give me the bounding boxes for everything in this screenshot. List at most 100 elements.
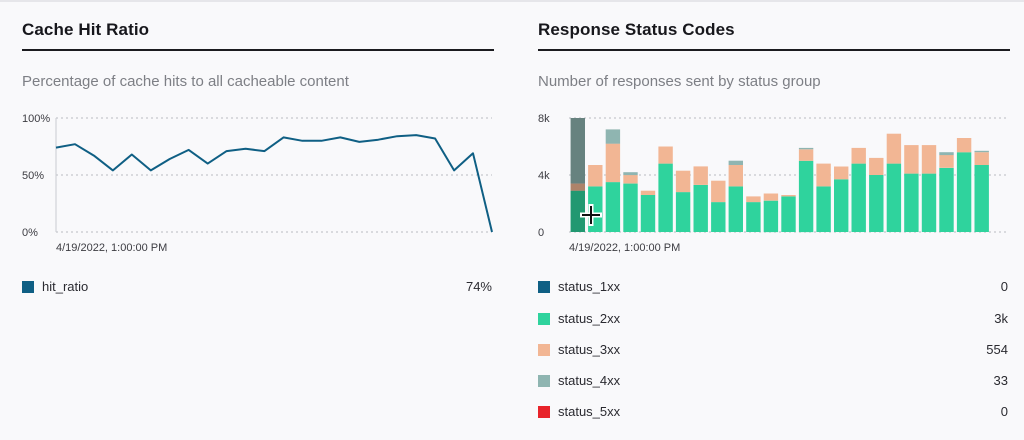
x-start-label: 4/19/2022, 1:00:00 PM (569, 242, 680, 254)
bar-segment-status_2xx (869, 175, 884, 232)
legend-item-status-4xx[interactable]: status_4xx 33 (538, 372, 1010, 392)
bar-segment-status_3xx (675, 170, 691, 193)
bar-segment-status_4xx (570, 118, 585, 184)
legend-swatch (538, 281, 550, 293)
bar-segment-status_2xx (763, 200, 779, 233)
panel-title: Cache Hit Ratio (22, 20, 150, 39)
y-tick-label: 0% (22, 227, 38, 239)
legend-swatch (538, 375, 550, 387)
bar-segment-status_2xx (675, 192, 691, 232)
legend-label: status_1xx (558, 279, 621, 294)
bar-segment-status_3xx (798, 149, 814, 161)
bar-segment-status_3xx (711, 180, 726, 203)
bar-segment-status_3xx (886, 133, 902, 164)
bar-segment-status_3xx (623, 175, 638, 184)
legend-item-status-1xx[interactable]: status_1xx 0 (538, 278, 1010, 298)
legend-value: 0 (1000, 279, 1008, 294)
response-status-codes-panel: Response Status Codes Number of response… (538, 0, 1010, 440)
top-divider (0, 0, 1024, 2)
legend-item-status-5xx[interactable]: status_5xx 0 (538, 403, 1010, 423)
bar-segment-status_2xx (886, 163, 902, 232)
bar-segment-status_3xx (816, 163, 831, 187)
panel-subtitle: Number of responses sent by status group (538, 73, 821, 90)
bar-segment-status_3xx (921, 145, 937, 174)
bar-segment-status_2xx (781, 196, 796, 232)
bar-segment-status_2xx (605, 182, 621, 232)
bar-segment-status_2xx (956, 152, 972, 232)
bar-segment-status_3xx (869, 157, 884, 175)
cache-hit-ratio-chart[interactable]: 100% 50% 0% 4/19/2022, 1:00:00 PM (22, 104, 494, 264)
hover-highlight (570, 118, 585, 232)
panel-subtitle: Percentage of cache hits to all cacheabl… (22, 73, 349, 90)
legend-swatch (538, 406, 550, 418)
legend-value: 554 (986, 342, 1008, 357)
bar-segment-status_2xx (939, 167, 954, 232)
bar-segment-status_2xx (658, 163, 673, 232)
bar-segment-status_2xx (798, 160, 814, 233)
legend-item-status-3xx[interactable]: status_3xx 554 (538, 341, 1010, 361)
bar-segment-status_3xx (693, 166, 708, 185)
y-tick-label: 8k (538, 113, 550, 125)
bar-segment-status_3xx (728, 165, 743, 187)
bar-segment-status_3xx (640, 190, 656, 195)
bar-segment-status_3xx (763, 193, 779, 201)
bar-segment-status_3xx (570, 183, 585, 191)
panel-title: Response Status Codes (538, 20, 735, 39)
bar-segment-status_4xx (974, 150, 989, 153)
bar-segment-status_3xx (658, 146, 673, 164)
bar-segment-status_3xx (956, 138, 972, 153)
bar-segment-status_3xx (834, 166, 849, 180)
bar-segment-status_2xx (921, 173, 937, 232)
legend-swatch (538, 344, 550, 356)
legend-label: status_3xx (558, 342, 621, 357)
bar-segment-status_3xx (781, 195, 796, 197)
legend-swatch (22, 281, 34, 293)
bar-segment-status_2xx (570, 190, 585, 232)
bar-segment-status_3xx (974, 152, 989, 165)
crosshair-cursor-icon (580, 204, 602, 226)
legend-value: 74% (465, 279, 492, 294)
y-tick-label: 0 (538, 227, 544, 239)
bar-segment-status_3xx (851, 147, 866, 164)
legend-value: 33 (993, 373, 1008, 388)
legend-item-status-2xx[interactable]: status_2xx 3k (538, 310, 1010, 330)
bar-segment-status_2xx (974, 165, 989, 232)
title-underline (22, 49, 494, 51)
legend-label: status_5xx (558, 404, 621, 419)
bar-segment-status_4xx (939, 152, 954, 156)
hit-ratio-line (55, 134, 493, 233)
bar-segment-status_2xx (640, 194, 656, 232)
bar-segment-status_2xx (693, 185, 708, 232)
cache-hit-ratio-panel: Cache Hit Ratio Percentage of cache hits… (22, 0, 494, 440)
response-status-chart[interactable]: 8k 4k 0 4/19/2022, 1:00:00 PM (538, 104, 1010, 264)
bar-segment-status_2xx (904, 173, 919, 232)
legend-value: 3k (994, 311, 1008, 326)
title-underline (538, 49, 1010, 51)
bar-segment-status_2xx (816, 186, 831, 232)
legend-label: hit_ratio (42, 279, 89, 294)
bar-segment-status_2xx (711, 202, 726, 232)
y-tick-label: 50% (22, 170, 44, 182)
bar-segment-status_3xx (605, 143, 621, 183)
x-start-label: 4/19/2022, 1:00:00 PM (56, 242, 167, 254)
bar-segment-status_2xx (746, 202, 761, 232)
bar-segment-status_4xx (798, 147, 814, 150)
bar-segment-status_2xx (728, 186, 743, 232)
bar-segment-status_3xx (746, 196, 761, 203)
bar-segment-status_2xx (623, 183, 638, 232)
bar-segment-status_2xx (851, 163, 866, 232)
legend-swatch (538, 313, 550, 325)
bar-segment-status_4xx (728, 160, 743, 165)
legend-value: 0 (1000, 404, 1008, 419)
bar-segment-status_2xx (834, 179, 849, 232)
bar-segment-status_3xx (939, 155, 954, 168)
bar-segment-status_4xx (605, 129, 621, 144)
y-tick-label: 100% (22, 113, 50, 125)
bar-segment-status_3xx (588, 165, 603, 187)
legend-label: status_4xx (558, 373, 621, 388)
legend-item-hit-ratio[interactable]: hit_ratio 74% (22, 278, 494, 298)
bar-segment-status_3xx (904, 145, 919, 174)
legend-label: status_2xx (558, 311, 621, 326)
y-tick-label: 4k (538, 170, 550, 182)
bar-segment-status_4xx (623, 172, 638, 176)
